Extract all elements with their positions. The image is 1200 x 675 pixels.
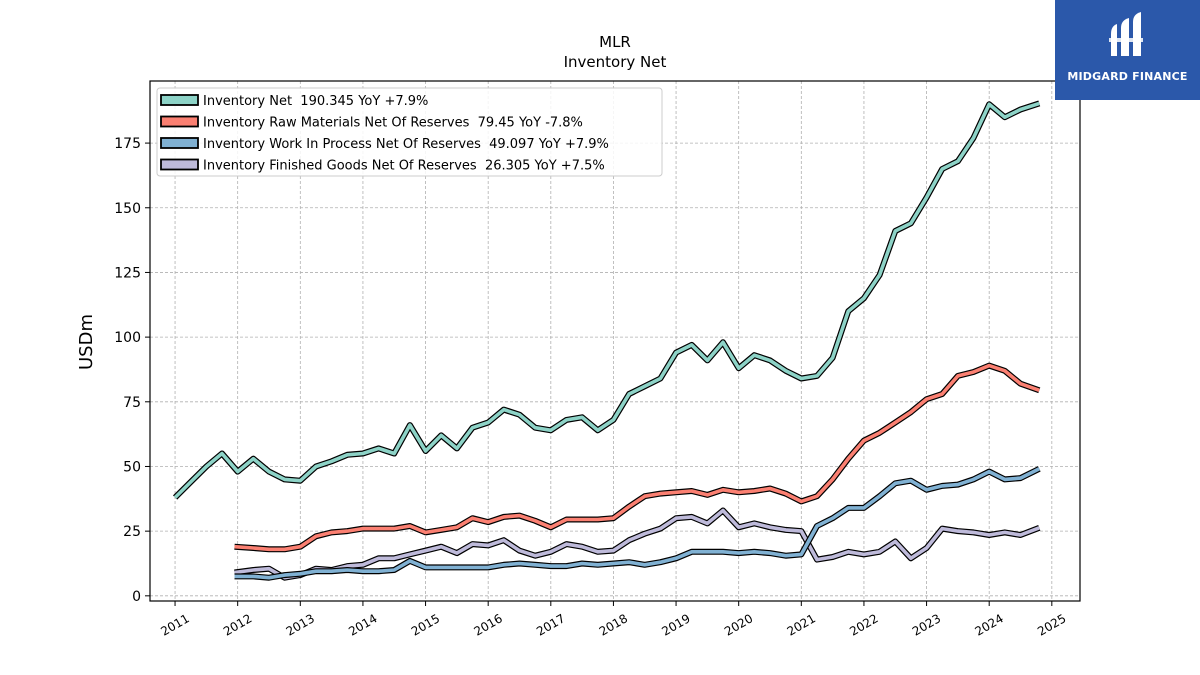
y-tick-label: 150 [114,201,141,217]
x-tick-label: 2020 [722,611,755,638]
series-line [173,101,1040,499]
chart-subtitle: Inventory Net [564,53,667,71]
x-tick-label: 2012 [221,611,254,638]
logo-mark-icon [1109,12,1143,56]
y-tick-label: 125 [114,265,141,281]
x-tick-label: 2025 [1035,611,1068,638]
x-tick-label: 2011 [158,611,191,638]
x-tick-label: 2018 [597,611,630,638]
x-tick-label: 2019 [659,611,692,638]
y-tick-label: 25 [123,524,141,540]
x-tick-label: 2013 [284,611,317,638]
legend-label: Inventory Raw Materials Net Of Reserves … [203,116,583,131]
y-axis-label: USDm [76,314,97,370]
legend-box [156,87,663,177]
x-tick-label: 2015 [409,611,442,638]
series-line [234,363,1040,552]
y-tick-label: 50 [123,459,141,475]
series-1 [172,100,1041,500]
legend-swatch [160,137,199,149]
series-line [234,508,1040,580]
y-tick-label: 75 [123,395,141,411]
legend-swatch [160,94,199,106]
x-tick-label: 2014 [346,611,379,638]
y-tick-label: 100 [114,330,141,346]
series-lines [172,100,1041,581]
x-tick-label: 2016 [471,611,504,638]
legend-swatch [160,158,199,171]
x-tick-label: 2023 [910,611,943,638]
series-3 [234,466,1041,581]
plot-frame [149,80,1081,602]
series-2 [234,362,1041,553]
x-tick-label: 2021 [785,611,818,638]
series-line [234,467,1041,580]
legend-label: Inventory Finished Goods Net Of Reserves… [203,159,605,174]
series-4 [234,507,1041,581]
chart-title: MLR [599,33,631,51]
logo: MIDGARD FINANCE [1055,0,1200,100]
legend-swatch [160,115,199,128]
x-tick-label: 2024 [972,611,1005,638]
legend-label: Inventory Net 190.345 YoY +7.9% [203,94,428,109]
x-tick-label: 2017 [534,611,567,638]
legend-label: Inventory Work In Process Net Of Reserve… [203,137,609,152]
y-tick-label: 0 [132,589,141,605]
y-tick-label: 175 [114,136,141,152]
logo-text: MIDGARD FINANCE [1067,70,1188,83]
legend: Inventory Net 190.345 YoY +7.9% Inventory… [156,87,663,177]
x-tick-label: 2022 [847,611,880,638]
